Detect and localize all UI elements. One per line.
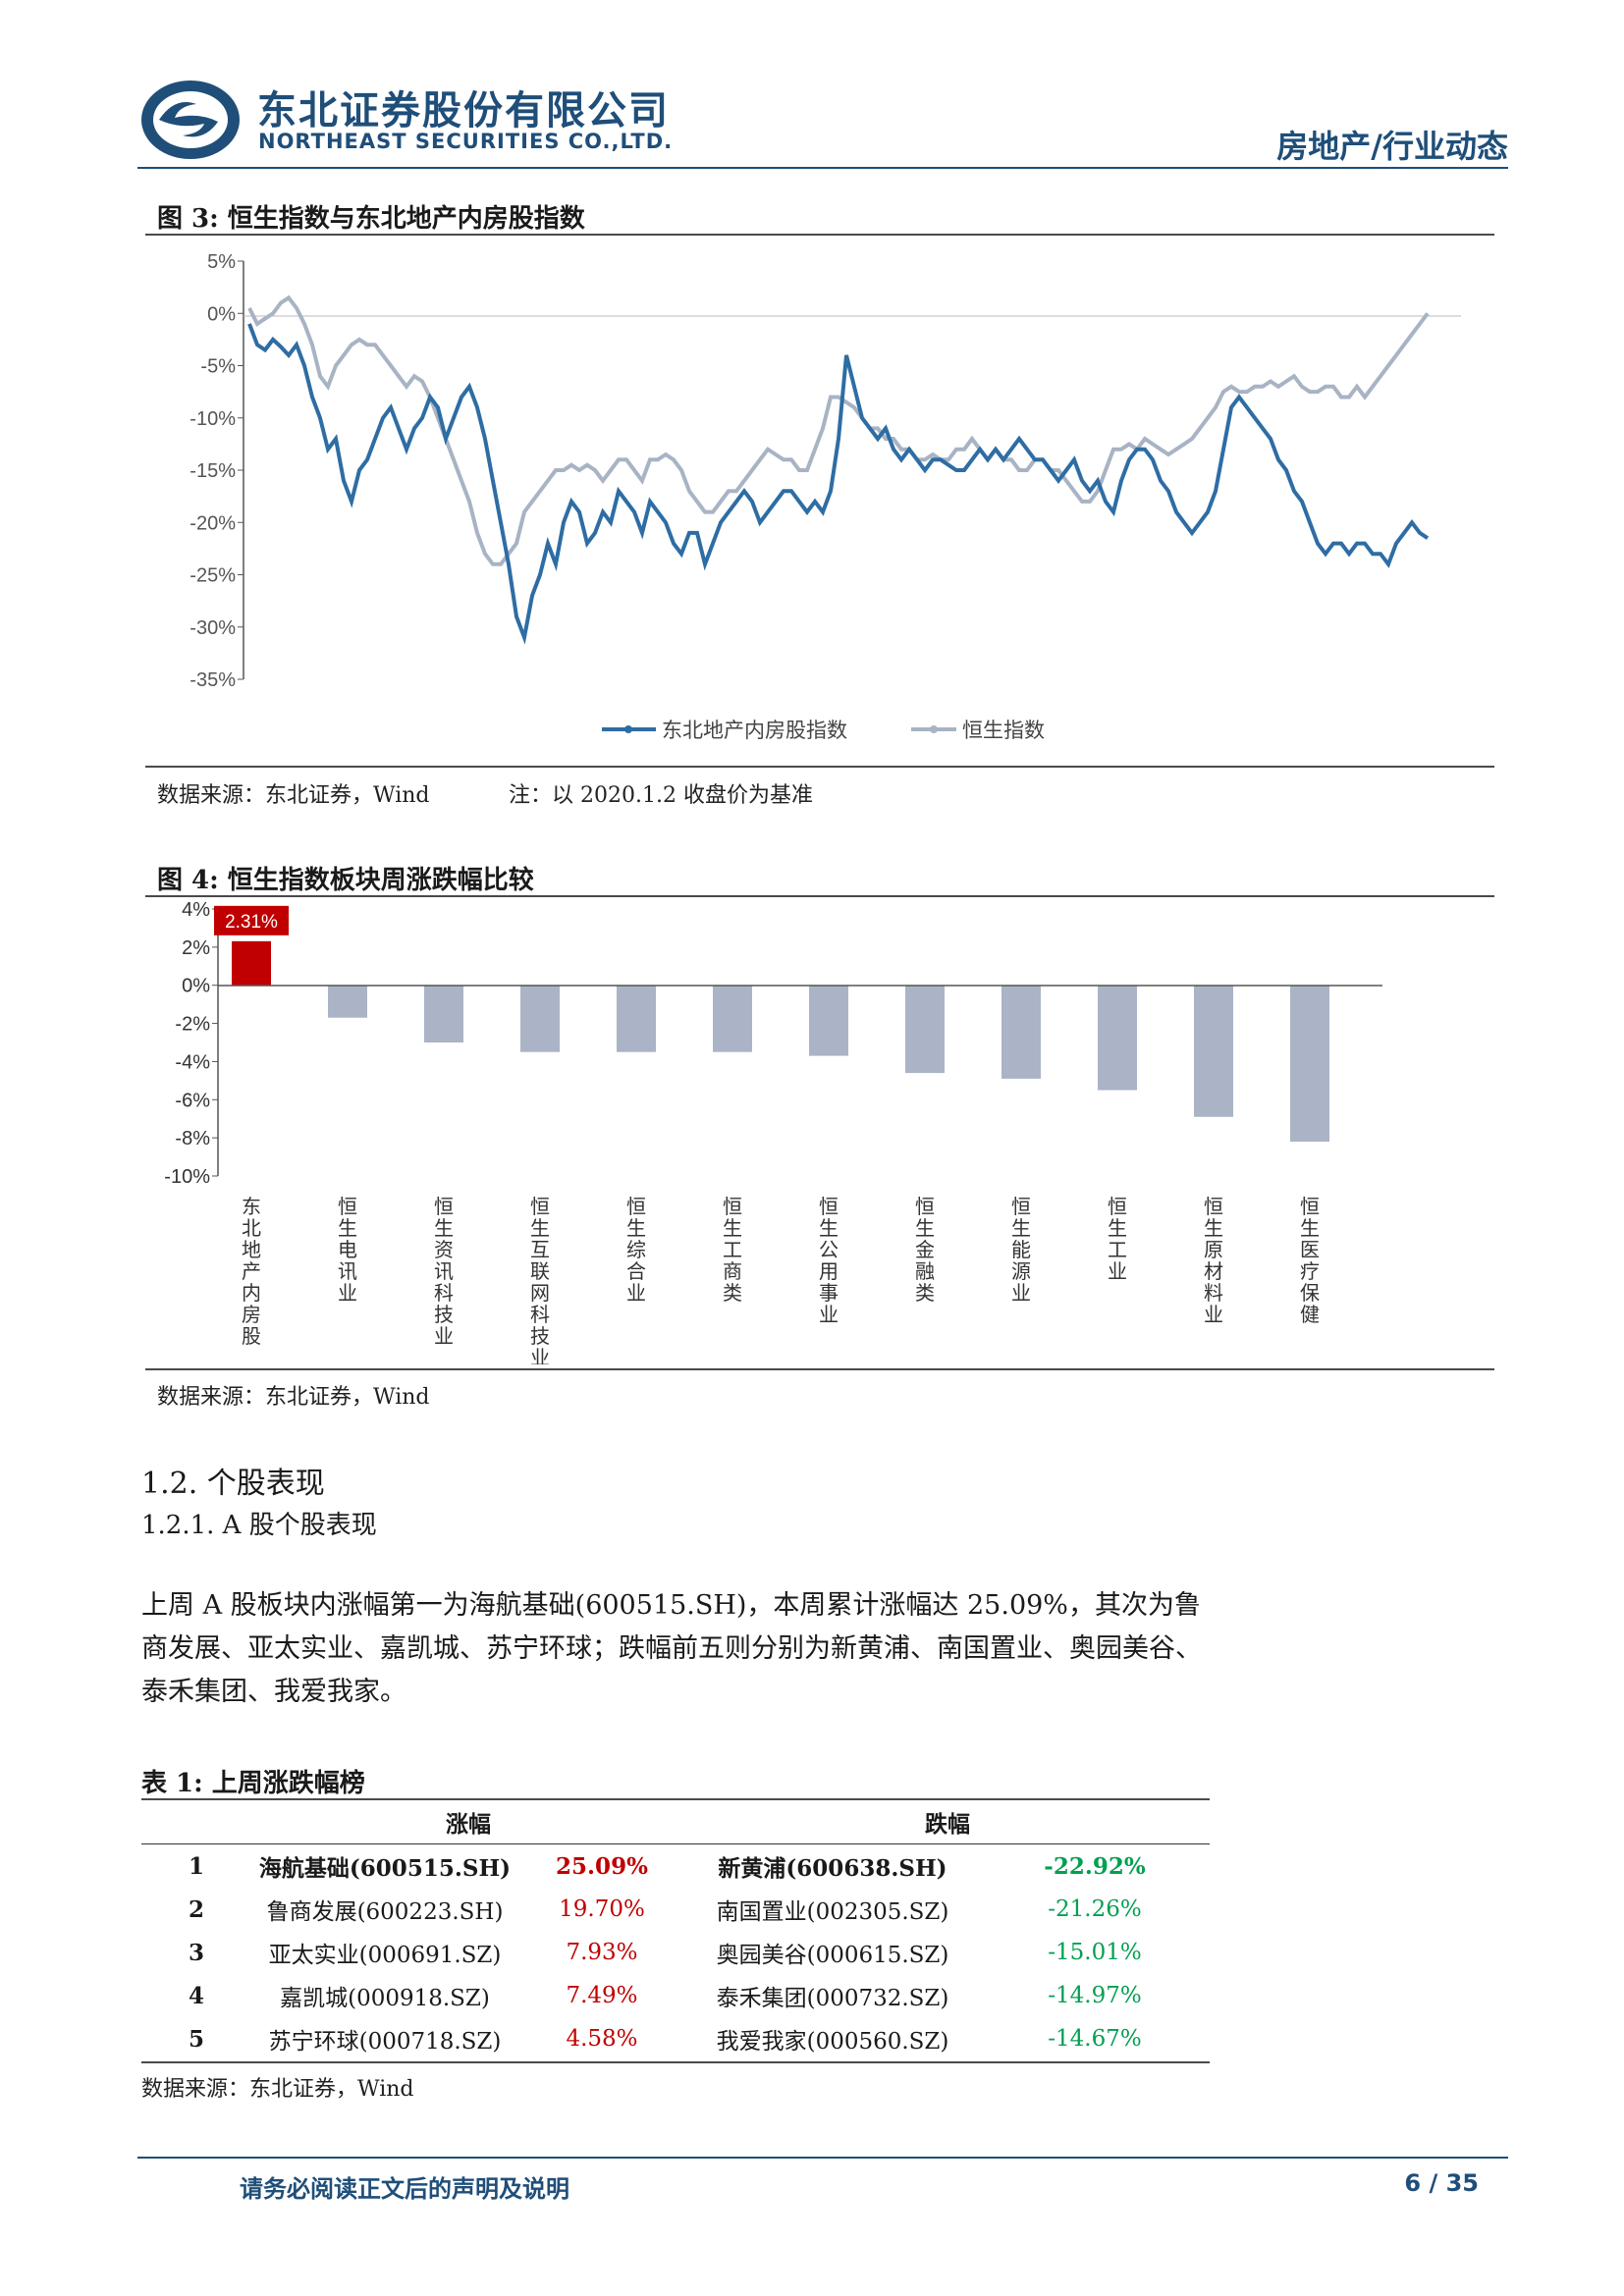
- data-label-box: [214, 905, 289, 935]
- category-label: 恒生能源业: [1011, 1196, 1031, 1305]
- category-label: 恒生金融类: [915, 1196, 935, 1305]
- table1-source: 数据来源：东北证券，Wind: [141, 2077, 414, 2102]
- legend-label-northeast: 东北地产内房股指数: [662, 720, 847, 742]
- report-category: 房地产/行业动态: [1276, 128, 1508, 165]
- category-label: 恒生原材料业: [1204, 1196, 1223, 1326]
- page-number: 6 / 35: [1404, 2169, 1479, 2197]
- bar-8: [905, 985, 945, 1074]
- bar-chart: 4% 2% 0% -2% -4% -6% -8% -10% 东北地产内房股 恒生电讯业 恒生资讯科…: [164, 899, 1382, 1364]
- bar-11: [1194, 985, 1233, 1117]
- bar-9: [1001, 985, 1041, 1079]
- figure3-bottom-rule: [145, 766, 1494, 768]
- table-row: 1 海航基础(600515.SH) 25.09% 新黄浦(600638.SH) …: [188, 1852, 1146, 1883]
- figure3-source: 数据来源：东北证券，Wind: [157, 783, 430, 808]
- y-tick-label: -8%: [175, 1128, 210, 1149]
- y-tick-label: 2%: [182, 937, 210, 959]
- footer-rule: [137, 2157, 1508, 2159]
- bar-5: [617, 985, 656, 1052]
- y-tick-label: -10%: [189, 408, 236, 430]
- chart-legend: 东北地产内房股指数 恒生指数: [602, 720, 1045, 742]
- category-label: 恒生综合业: [626, 1196, 646, 1305]
- y-tick-label: 4%: [182, 899, 210, 921]
- y-tick-label: 5%: [207, 251, 236, 273]
- table1-bottom-rule: [141, 2061, 1210, 2063]
- category-label: 恒生电讯业: [338, 1196, 357, 1305]
- figure4-source: 数据来源：东北证券，Wind: [157, 1385, 430, 1410]
- y-tick-label: -10%: [164, 1166, 210, 1188]
- figure4-top-rule: [145, 895, 1494, 897]
- figure4-title: 图 4: 恒生指数板块周涨跌幅比较: [157, 866, 534, 895]
- table-row: 5 苏宁环球(000718.SZ) 4.58% 我爱我家(000560.SZ) …: [188, 2025, 1142, 2056]
- data-label: 2.31%: [225, 912, 278, 933]
- y-tick-label: -6%: [175, 1090, 210, 1111]
- y-tick-label: 0%: [182, 976, 210, 997]
- bar-3: [424, 985, 463, 1042]
- company-name-en: NORTHEAST SECURITIES CO.,LTD.: [258, 130, 674, 153]
- table-header-row: 涨幅 跌幅: [141, 1800, 1210, 1844]
- figure3-title: 图 3: 恒生指数与东北地产内房股指数: [157, 204, 585, 234]
- bar-10: [1098, 985, 1137, 1091]
- section-paragraph: 上周 A 股板块内涨幅第一为海航基础(600515.SH)，本周累计涨幅达 25…: [141, 1590, 1202, 1707]
- y-tick-label: -20%: [189, 512, 236, 534]
- y-tick-label: -35%: [189, 669, 236, 691]
- bar-1: [232, 940, 271, 986]
- series-line-northeast-property: [247, 323, 1430, 645]
- category-label: 恒生公用事业: [819, 1196, 839, 1326]
- header-rule: [137, 167, 1508, 169]
- line-chart: 5% 0% -5% -10% -15% -20% -25% -30% -35% 东北地产内房股指…: [189, 251, 1461, 742]
- header-gainers: 涨幅: [251, 1800, 685, 1844]
- figure3-top-rule: [145, 234, 1494, 236]
- subsection-heading: 1.2.1. A 股个股表现: [141, 1511, 377, 1540]
- y-tick-label: -5%: [200, 356, 236, 378]
- table-row: 3 亚太实业(000691.SZ) 7.93% 奥园美谷(000615.SZ) …: [188, 1939, 1142, 1969]
- table1-title: 表 1: 上周涨跌幅榜: [141, 1769, 365, 1798]
- y-tick-label: -15%: [189, 460, 236, 482]
- figure3-note: 注：以 2020.1.2 收盘价为基准: [509, 783, 813, 808]
- y-tick-label: 0%: [207, 303, 236, 325]
- ranking-table: 涨幅 跌幅 1 海航基础(600515.SH) 25.09% 新黄浦(60063…: [141, 1800, 1210, 2060]
- header-losers: 跌幅: [685, 1800, 1210, 1844]
- category-label: 东北地产内房股: [242, 1196, 261, 1348]
- table-row: 4 嘉凯城(000918.SZ) 7.49% 泰禾集团(000732.SZ) -…: [188, 1982, 1142, 2012]
- category-label: 恒生医疗保健: [1300, 1196, 1320, 1326]
- legend-label-hang-seng: 恒生指数: [962, 720, 1045, 742]
- table-row: 2 鲁商发展(600223.SH) 19.70% 南国置业(002305.SZ)…: [188, 1896, 1142, 1926]
- footer-disclaimer: 请务必阅读正文后的声明及说明: [240, 2175, 569, 2203]
- category-label: 恒生资讯科技业: [434, 1196, 454, 1348]
- section-heading: 1.2. 个股表现: [141, 1467, 325, 1501]
- category-label: 恒生互联网科技业: [530, 1196, 550, 1364]
- company-name-cn: 东北证券股份有限公司: [257, 88, 670, 133]
- bar-12: [1290, 985, 1329, 1143]
- category-label: 恒生工业: [1108, 1196, 1127, 1283]
- company-logo: [141, 80, 240, 159]
- y-tick-label: -25%: [189, 565, 236, 587]
- bar-7: [809, 985, 848, 1056]
- y-tick-label: -2%: [175, 1014, 210, 1036]
- table1-top-rule: [141, 1798, 1210, 1800]
- bar-2: [328, 985, 367, 1018]
- y-tick-label: -30%: [189, 617, 236, 639]
- figure4-bottom-rule: [145, 1368, 1494, 1370]
- bar-4: [520, 985, 560, 1052]
- bar-6: [713, 985, 752, 1052]
- category-label: 恒生工商类: [723, 1196, 742, 1305]
- y-tick-label: -4%: [175, 1051, 210, 1073]
